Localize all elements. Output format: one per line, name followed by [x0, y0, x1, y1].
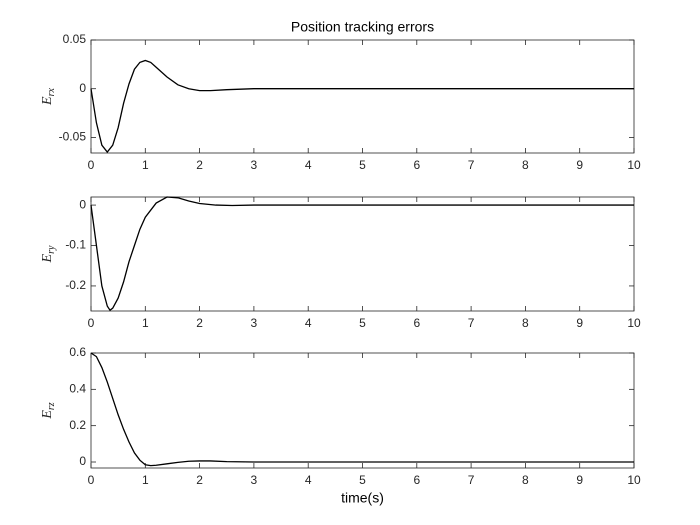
x-tick-label: 7: [468, 316, 475, 330]
y-label-sub: ry: [46, 245, 57, 254]
x-tick-label: 9: [576, 158, 583, 172]
x-tick-label: 8: [522, 158, 529, 172]
x-tick-label: 5: [359, 473, 366, 487]
axes-box: [90, 196, 635, 312]
y-tick-label: 0: [79, 81, 86, 95]
y-axis-label: Ery: [40, 245, 57, 263]
x-tick-label: 2: [196, 158, 203, 172]
x-tick-label: 10: [627, 158, 641, 172]
data-line: [90, 196, 634, 312]
y-tick-label: -0.1: [65, 238, 86, 252]
axes-box: [90, 39, 635, 154]
x-tick-label: 3: [251, 316, 258, 330]
y-tick-label: 0.05: [63, 32, 87, 46]
x-tick-label: 9: [576, 473, 583, 487]
y-tick-label: -0.2: [65, 278, 86, 292]
x-tick-label: 10: [627, 473, 641, 487]
x-tick-label: 6: [413, 158, 420, 172]
x-tick-label: 5: [359, 316, 366, 330]
x-tick-label: 4: [305, 158, 312, 172]
x-tick-label: 0: [88, 158, 95, 172]
x-tick-label: 2: [196, 316, 203, 330]
y-tick-label: 0.2: [69, 418, 86, 432]
x-tick-label: 1: [142, 316, 149, 330]
x-tick-label: 3: [251, 473, 258, 487]
y-label-base: E: [40, 253, 55, 263]
x-tick-label: 8: [522, 316, 529, 330]
y-axis-label: Erx: [40, 87, 57, 105]
y-axis-label: Erz: [40, 402, 57, 419]
x-tick-label: 1: [142, 473, 149, 487]
y-tick-label: 0.6: [69, 345, 86, 359]
y-tick-label: 0: [79, 197, 86, 211]
x-tick-label: 6: [413, 473, 420, 487]
x-tick-label: 7: [468, 158, 475, 172]
x-tick-label: 2: [196, 473, 203, 487]
y-label-base: E: [40, 96, 55, 106]
x-tick-label: 0: [88, 473, 95, 487]
data-line: [90, 59, 634, 154]
chart-title: Position tracking errors: [291, 19, 434, 35]
x-tick-label: 1: [142, 158, 149, 172]
y-tick-label: -0.05: [59, 130, 87, 144]
data-line: [90, 352, 634, 467]
x-tick-label: 4: [305, 316, 312, 330]
y-tick-label: 0: [79, 454, 86, 468]
axes-box: [90, 352, 635, 469]
x-tick-label: 5: [359, 158, 366, 172]
y-label-sub: rx: [46, 87, 57, 96]
y-label-base: E: [40, 410, 55, 420]
x-tick-label: 9: [576, 316, 583, 330]
x-tick-label: 3: [251, 158, 258, 172]
x-tick-label: 0: [88, 316, 95, 330]
x-tick-label: 10: [627, 316, 641, 330]
x-tick-label: 4: [305, 473, 312, 487]
x-tick-label: 6: [413, 316, 420, 330]
y-label-sub: rz: [46, 402, 57, 410]
x-tick-label: 7: [468, 473, 475, 487]
y-tick-label: 0.4: [69, 382, 86, 396]
x-axis-label: time(s): [341, 490, 384, 506]
x-tick-label: 8: [522, 473, 529, 487]
